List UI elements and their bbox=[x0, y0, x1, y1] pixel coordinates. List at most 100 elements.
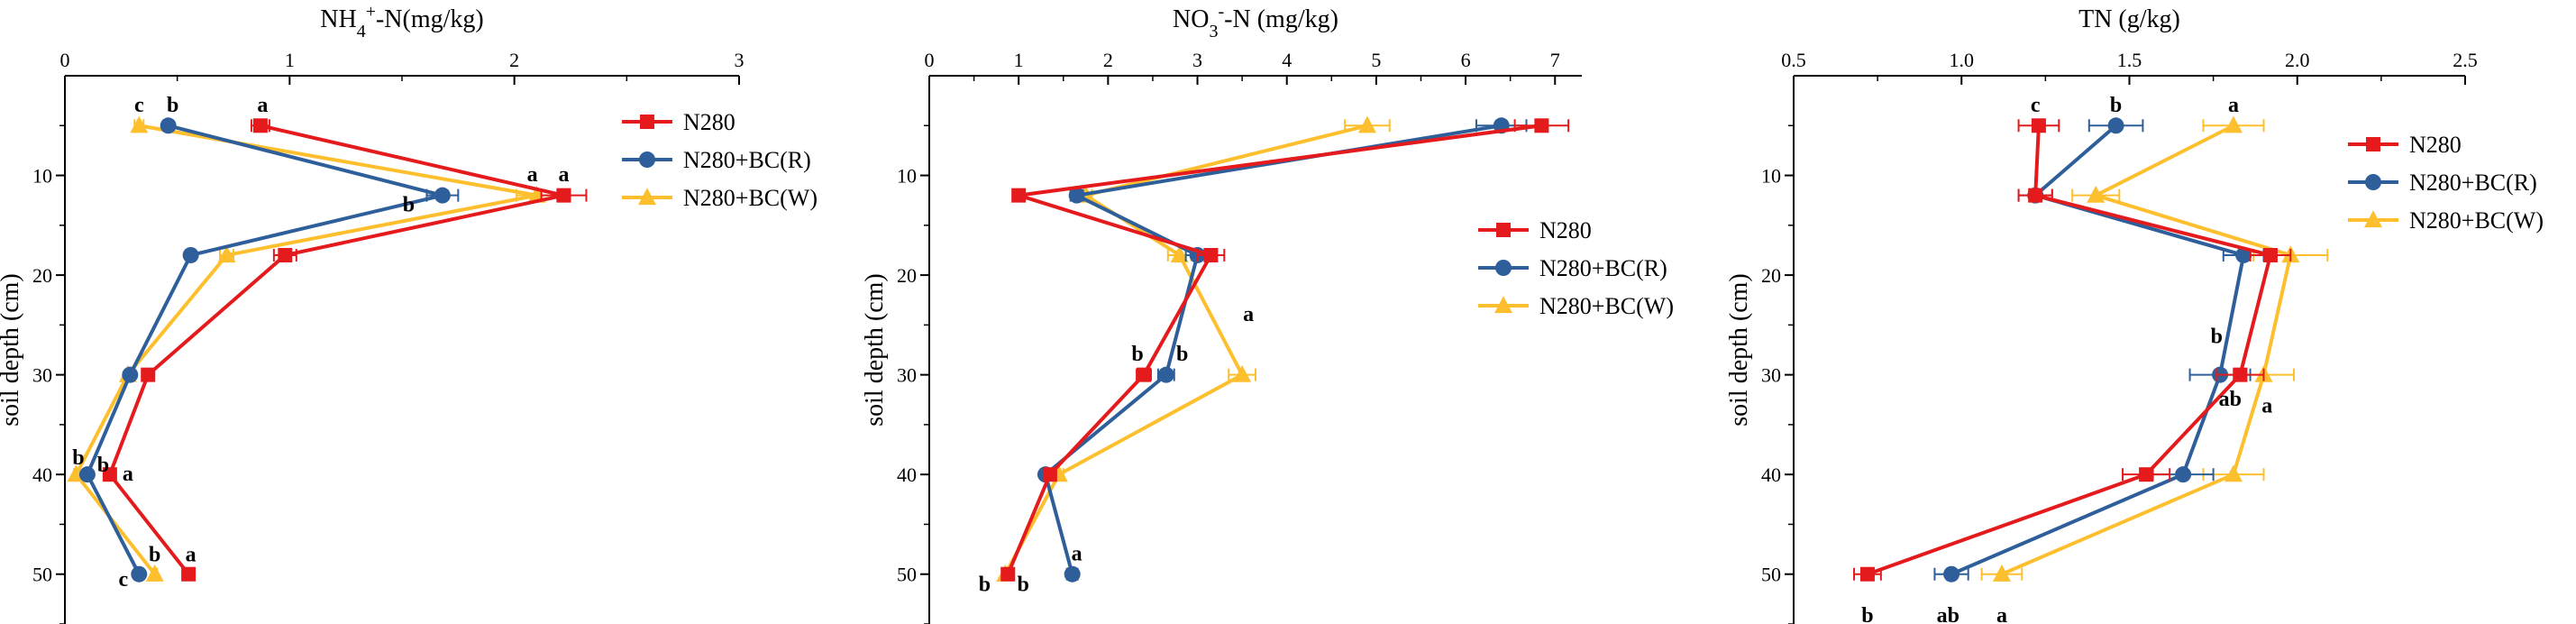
x-tick-label: 2.0 bbox=[2285, 49, 2310, 71]
legend-marker bbox=[1494, 296, 1512, 314]
significance-letter: b bbox=[72, 446, 84, 470]
data-point bbox=[217, 245, 236, 263]
legend-label: N280+BC(W) bbox=[2409, 207, 2544, 234]
data-point bbox=[1011, 188, 1027, 203]
significance-letter: ab bbox=[1937, 604, 1959, 624]
title-sub: 3 bbox=[1210, 22, 1219, 41]
data-point bbox=[1233, 364, 1252, 382]
significance-letter: b bbox=[2110, 94, 2122, 117]
data-point bbox=[145, 564, 164, 582]
data-point bbox=[1357, 115, 1376, 133]
y-tick-label: 50 bbox=[897, 564, 917, 586]
significance-letter: b bbox=[979, 574, 991, 597]
y-tick-label: 30 bbox=[1761, 364, 1781, 387]
series-line bbox=[85, 124, 443, 575]
data-point bbox=[2233, 367, 2248, 382]
y-tick-label: 10 bbox=[32, 165, 52, 188]
legend-label: N280+BC(R) bbox=[2409, 170, 2537, 196]
series-n280-bc-w- bbox=[67, 115, 559, 582]
series-n280 bbox=[1853, 118, 2292, 582]
panel-3: 0.5 1.0 1.5 2.0 2.5 10 20 30 40 50 TN (g/kg) soil d… bbox=[1725, 5, 2544, 624]
title-base: NH bbox=[320, 5, 356, 33]
significance-letter: a bbox=[1996, 604, 2007, 624]
series-line bbox=[1043, 124, 1503, 575]
legend-marker bbox=[639, 151, 655, 168]
x-tick-label: 0.5 bbox=[1781, 49, 1806, 71]
panel-1: 0 1 2 3 10 20 30 40 50 NH4+-N(mg/kg) soil depth (c… bbox=[0, 2, 818, 624]
significance-letter: b bbox=[403, 193, 415, 216]
legend-label: N280 bbox=[683, 109, 735, 135]
data-point bbox=[252, 118, 268, 133]
x-tick-label: 7 bbox=[1550, 49, 1560, 71]
x-tick-label: 1 bbox=[285, 49, 295, 71]
y-tick-label: 50 bbox=[1761, 564, 1781, 586]
y-tick-label: 40 bbox=[1761, 463, 1781, 486]
significance-letter: a bbox=[123, 463, 133, 486]
data-point bbox=[1000, 566, 1016, 582]
legend: N280 N280+BC(R) N280+BC(W) bbox=[2348, 132, 2544, 234]
significance-letter: ab bbox=[2219, 388, 2242, 411]
data-point bbox=[182, 246, 199, 263]
data-point bbox=[131, 565, 148, 583]
data-point bbox=[122, 366, 139, 383]
legend: N280 N280+BC(R) N280+BC(W) bbox=[622, 109, 818, 211]
series-n280-bc-r- bbox=[78, 117, 460, 583]
data-point bbox=[2107, 117, 2124, 134]
y-axis-title: soil depth (cm) bbox=[0, 273, 24, 427]
significance-letter: b bbox=[149, 543, 160, 566]
data-point bbox=[1203, 247, 1219, 262]
title-sup: - bbox=[1219, 2, 1225, 22]
x-tick-label: 3 bbox=[1192, 49, 1202, 71]
data-point bbox=[78, 466, 96, 483]
series-line bbox=[74, 124, 537, 575]
data-point bbox=[1534, 118, 1549, 133]
data-point bbox=[556, 188, 571, 203]
significance-letter: b bbox=[1017, 574, 1028, 597]
significance-letter: c bbox=[2031, 94, 2041, 117]
data-point bbox=[2175, 466, 2192, 483]
y-tick-label: 50 bbox=[32, 564, 52, 586]
data-point bbox=[181, 566, 196, 582]
significance-letter: b bbox=[97, 454, 109, 477]
significance-letter: b bbox=[1131, 343, 1143, 366]
series-line bbox=[1867, 125, 2273, 576]
data-point bbox=[2087, 185, 2106, 203]
legend-marker bbox=[638, 188, 656, 206]
series-n280 bbox=[1000, 118, 1570, 582]
data-point bbox=[102, 467, 117, 482]
data-point bbox=[141, 367, 156, 382]
x-axis-title: TN (g/kg) bbox=[2078, 5, 2180, 33]
y-tick-label: 30 bbox=[32, 364, 52, 387]
series-line bbox=[2001, 124, 2293, 576]
y-tick-label: 10 bbox=[1761, 165, 1781, 188]
significance-letter: b bbox=[167, 94, 178, 117]
title-base: NO bbox=[1173, 5, 1209, 33]
significance-letter: c bbox=[134, 94, 144, 117]
legend-label: N280 bbox=[2409, 132, 2462, 158]
x-axis-title: NO3--N (mg/kg) bbox=[1173, 2, 1338, 41]
significance-letter: b bbox=[1861, 604, 1873, 624]
legend-marker bbox=[1496, 223, 1511, 237]
legend-label: N280+BC(W) bbox=[683, 185, 818, 211]
series-line bbox=[1006, 124, 1542, 575]
legend-label: N280+BC(R) bbox=[1539, 255, 1667, 281]
series-n280-bc-r- bbox=[1933, 117, 2265, 583]
title-rest: -N(mg/kg) bbox=[376, 5, 484, 33]
y-tick-label: 30 bbox=[897, 364, 917, 387]
legend-label: N280 bbox=[1539, 217, 1592, 243]
data-point bbox=[160, 117, 177, 134]
data-point bbox=[2262, 247, 2278, 262]
significance-letter: b bbox=[1176, 343, 1188, 366]
data-point bbox=[1068, 187, 1085, 204]
series-n280 bbox=[102, 118, 588, 582]
x-tick-label: 5 bbox=[1371, 49, 1381, 71]
data-point bbox=[1943, 565, 1960, 583]
data-point bbox=[434, 187, 451, 204]
x-axis-title: NH4+-N(mg/kg) bbox=[320, 2, 484, 41]
significance-letter: a bbox=[2261, 395, 2272, 418]
data-point bbox=[1170, 245, 1189, 263]
data-point bbox=[1137, 367, 1152, 382]
legend-marker bbox=[640, 115, 654, 129]
data-point bbox=[2224, 464, 2243, 482]
